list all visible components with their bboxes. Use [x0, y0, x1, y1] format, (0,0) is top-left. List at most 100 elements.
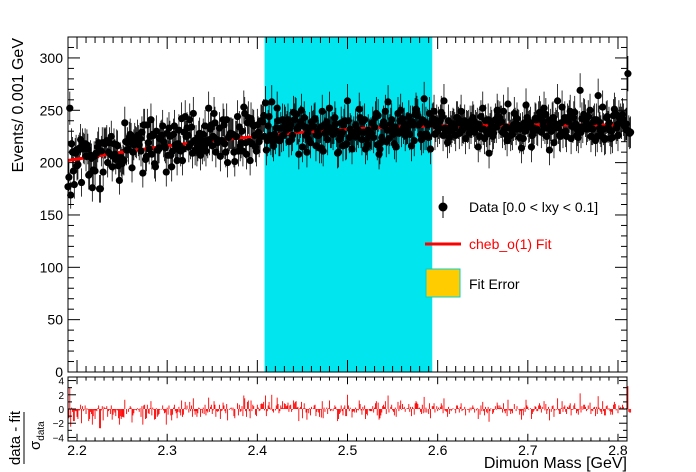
data-point	[137, 147, 145, 155]
data-point	[201, 122, 209, 130]
data-point	[331, 114, 339, 122]
data-point	[361, 116, 369, 124]
data-point	[332, 120, 340, 128]
data-point	[135, 141, 143, 149]
data-point	[136, 134, 144, 143]
data-point	[199, 130, 207, 138]
data-point	[543, 132, 551, 141]
data-point	[144, 139, 152, 147]
data-point	[261, 99, 270, 107]
x-tick-label: 2.6	[428, 442, 448, 458]
data-point	[489, 129, 498, 137]
y-axis-label: Events/ 0.001 GeV	[10, 38, 27, 173]
data-point	[216, 152, 224, 160]
data-point	[115, 176, 123, 185]
data-point	[549, 114, 557, 122]
data-point	[184, 131, 192, 140]
main-x-ticks	[67, 37, 628, 372]
data-point	[259, 118, 267, 126]
data-point	[65, 173, 73, 181]
data-point	[121, 119, 129, 127]
data-point	[343, 97, 352, 105]
main-y-tick-label: 150	[40, 207, 64, 223]
data-point	[440, 97, 448, 105]
legend-fit-error-label: Fit Error	[469, 276, 520, 292]
data-point	[187, 123, 196, 131]
pull-y-axis-label: data - fit σdata	[7, 410, 47, 465]
data-point	[233, 132, 241, 141]
data-point	[519, 134, 527, 143]
data-point	[493, 106, 501, 114]
data-point	[303, 148, 311, 156]
data-point	[338, 128, 346, 136]
data-point	[189, 109, 197, 118]
data-point	[273, 104, 281, 112]
data-point	[231, 157, 239, 166]
data-point	[152, 127, 160, 135]
data-point	[210, 109, 218, 118]
data-point	[586, 106, 594, 114]
data-point	[179, 145, 188, 153]
data-point	[381, 107, 389, 115]
data-point	[587, 132, 595, 141]
data-point	[406, 130, 414, 138]
data-point	[169, 130, 178, 138]
data-point	[151, 163, 160, 171]
data-point	[97, 147, 105, 155]
data-point	[438, 112, 446, 121]
data-point	[392, 143, 400, 151]
data-point	[376, 145, 384, 153]
pull-y-tick-label: −2	[53, 419, 65, 430]
data-point	[208, 142, 216, 150]
data-point	[262, 146, 270, 154]
legend: Data [0.0 < lxy < 0.1] cheb_o(1) Fit Fit…	[425, 196, 598, 298]
data-point	[501, 130, 509, 138]
pull-y-tick-label: 0	[58, 405, 64, 416]
x-tick-label: 2.7	[518, 442, 538, 458]
data-point	[159, 122, 167, 130]
pull-panel: −4 −2 0 2 4 2.2 2.3 2.4 2.5 2.6 2.7 2.8 data - fit…	[7, 376, 632, 472]
x-axis-label: Dimuon Mass [GeV]	[484, 455, 627, 472]
main-y-tick-label: 100	[40, 259, 64, 275]
data-point	[576, 86, 584, 94]
data-point	[504, 100, 512, 108]
data-point	[311, 115, 319, 123]
data-point	[298, 143, 307, 151]
data-point	[162, 168, 170, 176]
data-point	[410, 137, 418, 145]
data-point	[292, 110, 300, 119]
data-point	[363, 141, 371, 149]
data-point	[451, 124, 459, 132]
pull-y-tick-label: 4	[58, 377, 64, 388]
data-point	[96, 185, 105, 193]
main-panel: 0 50 100 150 200 250 300 Events/ 0.001 GeV Dat…	[10, 36, 635, 380]
pull-x-ticks	[67, 377, 628, 441]
data-point	[138, 128, 146, 136]
data-point	[139, 169, 147, 177]
data-point	[333, 127, 341, 135]
pull-ylabel-subscript: data	[36, 421, 47, 441]
data-point	[113, 142, 122, 150]
data-point	[168, 163, 176, 171]
main-y-tick-label: 250	[40, 102, 64, 118]
data-point	[315, 131, 323, 140]
legend-fit-label: cheb_o(1) Fit	[469, 236, 552, 252]
data-point	[370, 133, 378, 142]
data-point	[445, 133, 453, 142]
data-point	[550, 139, 558, 147]
legend-entry-data: Data [0.0 < lxy < 0.1]	[438, 196, 598, 218]
data-point	[287, 121, 295, 129]
data-point	[161, 144, 169, 152]
data-point	[223, 159, 232, 167]
data-point	[165, 124, 173, 132]
data-point	[175, 126, 183, 134]
x-tick-label: 2.3	[157, 442, 177, 458]
data-point	[147, 116, 155, 124]
data-point	[370, 123, 379, 131]
data-point	[221, 140, 229, 148]
pull-ylabel-numerator: data - fit	[7, 410, 24, 465]
data-point	[522, 101, 530, 109]
data-point	[129, 148, 137, 156]
data-point	[104, 159, 112, 167]
data-point	[107, 132, 115, 141]
